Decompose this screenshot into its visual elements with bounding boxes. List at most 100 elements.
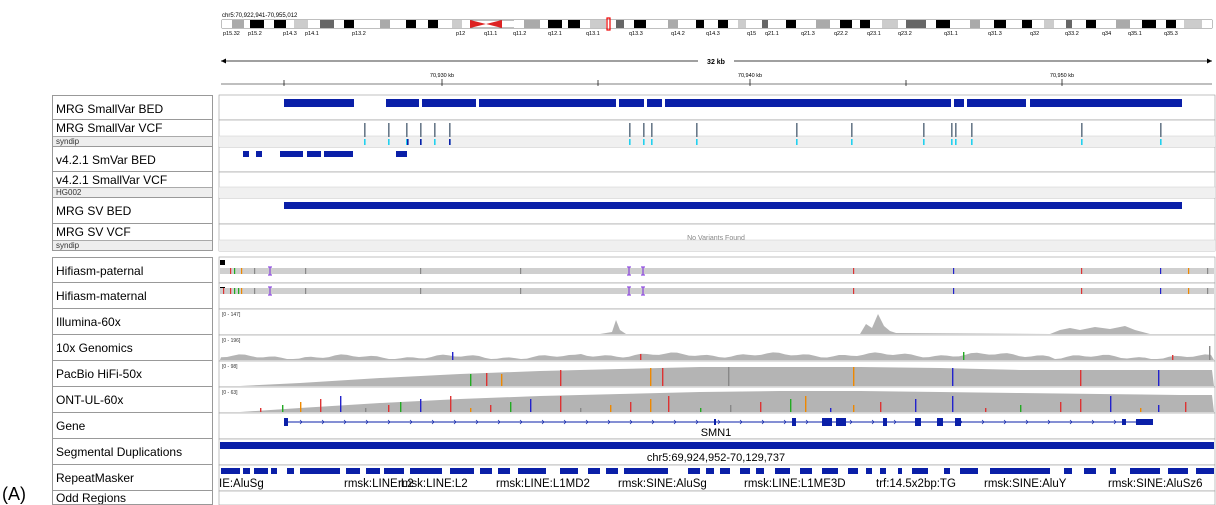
repeat-element[interactable] — [384, 468, 404, 474]
repeat-element[interactable] — [944, 468, 950, 474]
mismatch — [1188, 268, 1190, 274]
track-name-label: v4.2.1 SmVar BED — [56, 152, 156, 167]
repeat-element[interactable] — [480, 468, 492, 474]
repeat-element[interactable] — [1084, 468, 1096, 474]
track-name-5[interactable]: MRG SV BED — [52, 198, 213, 224]
repeat-element[interactable] — [706, 468, 714, 474]
repeat-element[interactable] — [720, 468, 730, 474]
repeat-element[interactable] — [287, 468, 294, 474]
track-name-1[interactable]: MRG SmallVar BED — [52, 95, 213, 120]
repeat-element[interactable] — [588, 468, 600, 474]
track-name-3[interactable]: v4.2.1 SmVar BED — [52, 147, 213, 172]
coverage-mismatch — [560, 396, 562, 412]
repeat-element[interactable] — [800, 468, 812, 474]
segdup-label: chr5:69,924,952-70,129,737 — [647, 452, 785, 464]
repeat-element[interactable] — [960, 468, 978, 474]
ideogram-band — [860, 20, 870, 28]
chromosome-ideogram[interactable]: p15.32 p15.2 p14.3 p14.1 p13.2 p12 q11.1 q11.2 q… — [221, 17, 1213, 37]
repeat-element[interactable] — [912, 468, 928, 474]
repeat-element[interactable] — [221, 468, 240, 474]
ideogram-band — [808, 20, 816, 28]
variant-site — [796, 123, 798, 137]
track-name-label: Hifiasm-maternal — [56, 289, 147, 303]
repeat-element[interactable] — [990, 468, 1050, 474]
repeat-element[interactable] — [624, 468, 668, 474]
coverage-mismatch — [1110, 396, 1112, 412]
track-panel-8[interactable] — [218, 282, 1216, 310]
ideogram-band — [1156, 20, 1166, 28]
repeat-element[interactable] — [560, 468, 578, 474]
track-name-14[interactable]: Segmental Duplications — [52, 439, 213, 465]
repeat-element[interactable] — [300, 468, 340, 474]
track-panel-5[interactable] — [218, 197, 1216, 225]
track-name-8[interactable]: Hifiasm-maternal — [52, 283, 213, 309]
repeat-element[interactable] — [866, 468, 872, 474]
repeat-element[interactable] — [848, 468, 858, 474]
repeat-element[interactable] — [822, 468, 838, 474]
track-panel-16[interactable] — [218, 490, 1216, 505]
track-name-12[interactable]: ONT-UL-60x — [52, 387, 213, 413]
repeat-element[interactable] — [775, 468, 790, 474]
repeat-element[interactable] — [880, 468, 886, 474]
repeat-element[interactable] — [366, 468, 380, 474]
variant-genotype — [388, 139, 390, 145]
coverage-mismatch — [1185, 402, 1187, 412]
track-name-4[interactable]: v4.2.1 SmallVar VCF HG002 — [52, 172, 213, 198]
gene-exon[interactable] — [915, 418, 921, 426]
track-name-11[interactable]: PacBio HiFi-50x — [52, 361, 213, 387]
track-name-9[interactable]: Illumina-60x — [52, 309, 213, 335]
gene-exon[interactable] — [284, 418, 288, 426]
track-name-6[interactable]: MRG SV VCF syndip — [52, 224, 213, 251]
repeat-element[interactable] — [1064, 468, 1072, 474]
gene-exon[interactable] — [836, 418, 846, 426]
repeat-element[interactable] — [410, 468, 442, 474]
ideogram-band — [746, 20, 762, 28]
coverage-mismatch — [365, 408, 367, 412]
mismatch — [953, 288, 955, 294]
repeat-element[interactable] — [1110, 468, 1116, 474]
gene-exon[interactable] — [1122, 419, 1126, 425]
bed-interval — [324, 151, 353, 157]
repeat-element[interactable] — [688, 468, 700, 474]
repeat-element[interactable] — [1168, 468, 1188, 474]
repeat-element[interactable] — [450, 468, 474, 474]
gene-exon[interactable] — [883, 418, 887, 426]
track-panel-1[interactable] — [218, 94, 1216, 121]
coverage-mismatch — [486, 373, 488, 386]
repeat-element[interactable] — [271, 468, 277, 474]
gene-exon[interactable] — [955, 418, 961, 426]
gene-exon[interactable] — [822, 418, 832, 426]
repeat-element[interactable] — [1196, 468, 1214, 474]
track-name-2[interactable]: MRG SmallVar VCF syndip — [52, 120, 213, 147]
track-name-15[interactable]: RepeatMasker — [52, 465, 213, 491]
track-panel-9[interactable] — [218, 308, 1216, 336]
gene-label[interactable]: SMN1 — [701, 427, 732, 439]
repeat-element[interactable] — [756, 468, 764, 474]
repeat-element[interactable] — [740, 468, 750, 474]
track-name-7[interactable]: Hifiasm-paternal — [52, 257, 213, 283]
no-variants-text: No Variants Found — [687, 235, 745, 242]
repeat-element[interactable] — [346, 468, 360, 474]
mismatch — [1188, 288, 1190, 294]
repeat-element[interactable] — [243, 468, 250, 474]
ideogram-band — [1054, 20, 1066, 28]
repeat-element[interactable] — [606, 468, 618, 474]
repeat-element[interactable] — [1130, 468, 1160, 474]
gene-exon[interactable] — [937, 418, 943, 426]
repeat-element[interactable] — [898, 468, 902, 474]
segdup-interval[interactable] — [220, 442, 1214, 449]
track-name-10[interactable]: 10x Genomics — [52, 335, 213, 361]
track-panel-3[interactable] — [218, 146, 1216, 173]
coverage-mismatch — [1158, 405, 1160, 412]
coverage-mismatch — [830, 408, 832, 412]
repeat-element[interactable] — [518, 468, 546, 474]
repeat-element[interactable] — [254, 468, 268, 474]
coverage-mismatch — [452, 352, 454, 360]
repeat-element[interactable] — [498, 468, 510, 474]
variant-genotype — [651, 139, 653, 145]
ideogram-band — [514, 20, 524, 28]
gene-exon[interactable] — [792, 418, 796, 426]
track-name-13[interactable]: Gene — [52, 413, 213, 439]
gene-exon[interactable] — [714, 419, 716, 425]
gene-exon[interactable] — [1136, 419, 1153, 425]
